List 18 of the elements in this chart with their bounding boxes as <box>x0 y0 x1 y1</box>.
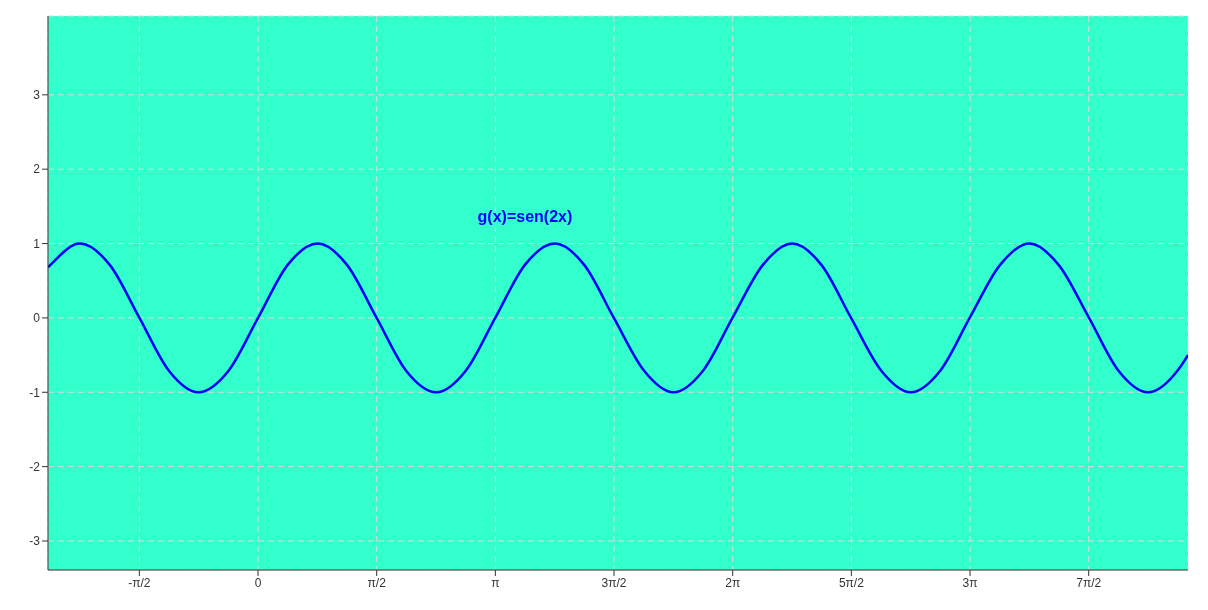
x-tick-label: -π/2 <box>128 575 151 590</box>
y-tick-label: -2 <box>29 459 41 474</box>
y-tick-label: 0 <box>33 311 41 326</box>
y-tick-label: 3 <box>33 88 41 103</box>
y-tick-label: -1 <box>29 385 41 400</box>
x-tick-label: 2π <box>725 575 741 590</box>
y-tick-label: 2 <box>33 162 41 177</box>
x-tick-label: π <box>491 575 500 590</box>
x-tick-label: 0 <box>254 575 262 590</box>
x-tick-label: 5π/2 <box>838 575 865 590</box>
line-series <box>48 242 1188 394</box>
x-tick-label: 7π/2 <box>1076 575 1102 590</box>
x-tick-label: 3π <box>962 575 978 590</box>
x-tick-label: π/2 <box>367 575 387 590</box>
series-label: g(x)=sen(2x) <box>477 207 573 225</box>
y-tick-label: -3 <box>29 534 41 549</box>
x-tick-label: 3π/2 <box>601 575 627 590</box>
y-tick-label: 1 <box>33 236 41 251</box>
